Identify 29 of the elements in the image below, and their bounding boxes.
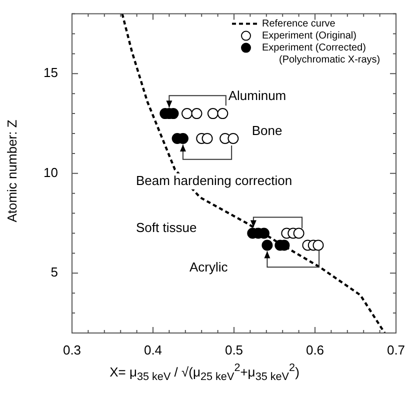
line-series [121,14,386,333]
annotation: Acrylic [189,260,228,275]
annotation: (Polychromatic X-rays) [279,54,380,66]
point [312,240,324,251]
y-tick-label: 15 [44,65,58,80]
point [191,108,202,120]
y-axis-title: Atomic number: Z [4,120,20,222]
y-tick-label: 5 [50,264,58,280]
annotation: Beam hardening correction [136,172,292,188]
point [182,108,193,120]
annotation: Aluminum [228,88,286,104]
y-tick-label: 10 [44,164,58,180]
text: X= μ$_{35 keV}$ / √(μ$_{25 keV}$$^{2}$+μ$_{35 keV}$$^{2}$) [110,362,300,383]
point [293,228,304,239]
x-tick-label: 0.4 [144,342,162,358]
x-tick-label: 0.6 [306,342,324,358]
legend-label: Experiment (Corrected) [262,42,366,54]
annotation: Bone [252,123,282,138]
point [202,132,213,144]
point [217,108,228,120]
point [262,240,273,251]
point [228,132,239,144]
point [207,108,218,120]
annotation: Soft tissue [136,220,197,235]
legend-label: Experiment (Original) [262,30,356,42]
legend-label: Reference curve [262,18,336,30]
x-tick-label: 0.5 [224,342,244,358]
x-tick-label: 0.7 [386,342,406,358]
x-tick-label: 0.3 [62,342,82,358]
